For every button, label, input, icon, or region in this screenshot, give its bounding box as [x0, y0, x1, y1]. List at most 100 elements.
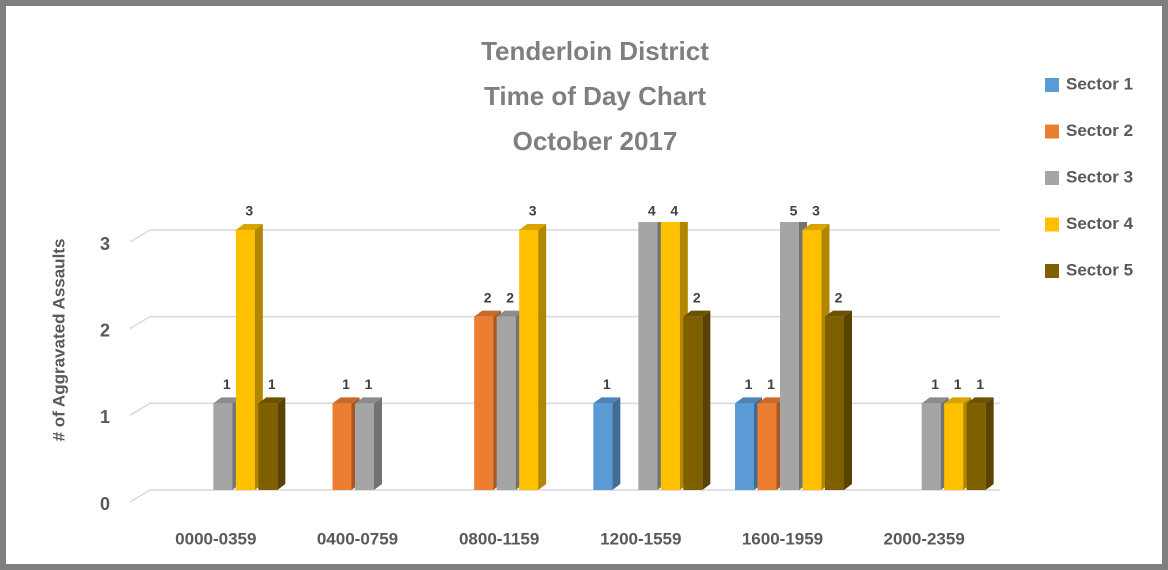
chart-title: October 2017 — [513, 126, 678, 156]
y-tick-label: 1 — [100, 407, 110, 427]
data-label: 1 — [767, 376, 775, 392]
legend-swatch — [1045, 78, 1059, 92]
data-label: 1 — [603, 376, 611, 392]
bar-front — [780, 222, 799, 491]
bar-front — [638, 222, 658, 491]
legend-swatch — [1045, 264, 1059, 278]
legend-swatch — [1045, 171, 1059, 185]
bar-front — [966, 403, 986, 490]
data-label: 1 — [268, 376, 276, 392]
data-label: 4 — [670, 203, 678, 219]
data-label: 1 — [931, 376, 939, 392]
bar-top — [683, 310, 711, 317]
data-label: 1 — [223, 376, 231, 392]
bar-top — [802, 224, 830, 230]
bar-side — [538, 224, 547, 490]
bar — [683, 310, 711, 490]
bar-front — [258, 403, 278, 490]
legend-label: Sector 5 — [1066, 260, 1133, 279]
bar — [966, 397, 994, 490]
bar-front — [332, 403, 352, 490]
bar-side — [985, 397, 994, 490]
bar-side — [277, 397, 286, 490]
bar-front — [825, 316, 844, 490]
bar-side — [374, 397, 382, 490]
legend-swatch — [1045, 217, 1059, 232]
bar-side — [612, 397, 621, 490]
bar — [825, 310, 852, 490]
bar-top — [593, 397, 621, 404]
grid-line — [129, 489, 1000, 503]
data-label: 5 — [790, 203, 798, 219]
bar-front — [757, 403, 777, 490]
data-label: 2 — [506, 289, 514, 305]
bar-front — [593, 403, 613, 490]
x-tick-label: 0800-1159 — [459, 529, 539, 548]
bar-side — [702, 310, 711, 490]
legend-label: Sector 2 — [1066, 121, 1133, 140]
data-label: 3 — [245, 203, 253, 219]
bar-top — [355, 397, 382, 404]
bar — [355, 397, 382, 490]
bar-top — [332, 397, 360, 404]
data-label: 3 — [529, 203, 537, 219]
bar-front — [213, 403, 233, 490]
bar-top — [235, 224, 263, 230]
bar-top — [921, 397, 949, 404]
data-label: 3 — [812, 203, 820, 219]
data-label: 2 — [693, 289, 701, 305]
bar-front — [235, 230, 255, 490]
x-tick-label: 1200-1559 — [600, 529, 681, 548]
bar-front — [944, 403, 964, 490]
x-tick-label: 2000-2359 — [884, 529, 965, 548]
bar-top — [258, 397, 286, 404]
data-label: 2 — [835, 289, 843, 305]
x-tick-label: 1600-1959 — [742, 529, 823, 548]
bar-front — [660, 222, 680, 491]
bar — [593, 397, 621, 490]
bar-front — [683, 316, 703, 490]
legend-swatch — [1045, 124, 1059, 139]
bar-front — [496, 316, 516, 490]
bar — [258, 397, 286, 490]
grid-line — [129, 402, 1000, 416]
legend-label: Sector 1 — [1066, 74, 1133, 93]
chart-title: Time of Day Chart — [484, 81, 706, 111]
x-tick-label: 0000-0359 — [175, 529, 256, 548]
data-label: 1 — [976, 376, 984, 392]
y-axis-title: # of Aggravated Assaults — [49, 239, 68, 442]
bar-top — [519, 224, 547, 230]
bar-front — [802, 230, 822, 490]
bar-top — [735, 397, 762, 404]
bar-side — [844, 310, 852, 490]
data-label: 1 — [365, 376, 373, 392]
bar-front — [735, 403, 754, 490]
x-tick-label: 0400-0759 — [317, 529, 398, 548]
grid-line — [129, 315, 1000, 330]
legend-label: Sector 4 — [1066, 214, 1134, 233]
legend-label: Sector 3 — [1066, 167, 1133, 186]
grid-line — [129, 229, 1000, 243]
data-label: 1 — [342, 376, 350, 392]
chart-title: Tenderloin District — [481, 36, 709, 66]
data-label: 2 — [484, 289, 492, 305]
bar-top — [825, 310, 852, 317]
data-label: 1 — [954, 376, 962, 392]
bar-top — [496, 310, 524, 317]
bar-front — [355, 403, 374, 490]
y-tick-label: 3 — [100, 234, 110, 254]
data-label: 1 — [745, 376, 753, 392]
bar-front — [921, 403, 941, 490]
y-tick-label: 2 — [100, 320, 110, 340]
plot-area — [213, 222, 994, 491]
bar-top — [213, 397, 241, 404]
data-label: 4 — [648, 203, 656, 219]
y-tick-label: 0 — [100, 494, 110, 514]
bar-top — [474, 310, 502, 317]
bar-front — [474, 316, 494, 490]
bar — [519, 224, 547, 490]
bar-top — [944, 397, 972, 404]
bar-top — [966, 397, 994, 404]
bar-top — [757, 397, 785, 404]
